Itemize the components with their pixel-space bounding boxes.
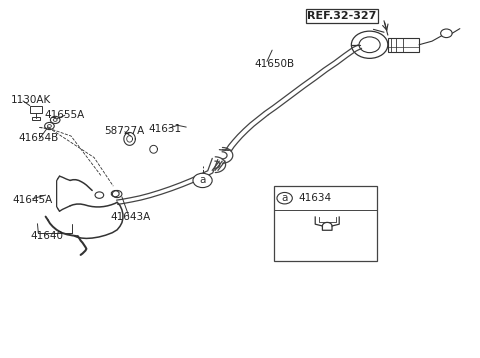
Text: 41655A: 41655A	[44, 110, 84, 120]
Text: a: a	[199, 175, 206, 185]
Bar	[32, 117, 40, 120]
Text: a: a	[281, 193, 288, 203]
Bar	[388, 38, 419, 52]
Text: 41643A: 41643A	[110, 212, 151, 222]
Text: 41650B: 41650B	[254, 59, 295, 69]
Text: 41654B: 41654B	[18, 133, 59, 143]
Text: 41640: 41640	[30, 231, 63, 241]
Text: 41645A: 41645A	[12, 195, 52, 205]
Bar	[274, 186, 377, 261]
Text: 41631: 41631	[149, 124, 182, 134]
Text: 58727A: 58727A	[105, 126, 145, 136]
Text: 1130AK: 1130AK	[11, 95, 51, 105]
Bar	[30, 106, 42, 113]
Text: 41634: 41634	[299, 193, 332, 203]
Circle shape	[277, 193, 292, 204]
Circle shape	[193, 173, 212, 188]
Text: REF.32-327: REF.32-327	[307, 11, 377, 21]
